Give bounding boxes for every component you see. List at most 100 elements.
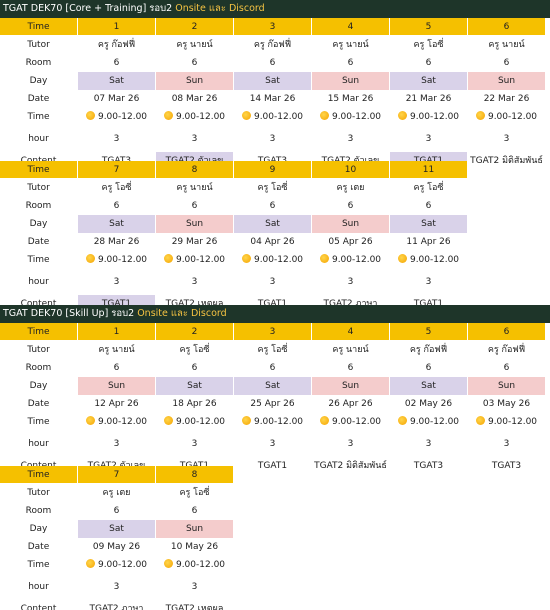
session-day-cell: Sat (78, 72, 156, 90)
session-tutor-cell: ครู นายน์ (156, 36, 234, 54)
session-hour-cell: 3 (312, 273, 390, 291)
row-label: Day (0, 72, 78, 90)
row-label: Room (0, 359, 78, 377)
session-time2-cell: 9.00-12.00 (156, 556, 234, 574)
sun-icon (475, 416, 485, 425)
row-label: Date (0, 538, 78, 556)
row-label: Room (0, 54, 78, 72)
sun-icon (85, 559, 95, 568)
session-room-cell: 6 (390, 54, 468, 72)
session-day-cell: Sun (156, 72, 234, 90)
session-content-cell: TGAT2 เหตุผล (156, 295, 234, 313)
session-day-cell: Sun (468, 72, 546, 90)
session-date-cell: 11 Apr 26 (390, 233, 468, 251)
row-hour: hour 3 3 3 3 3 3 (0, 130, 546, 148)
session-day-cell: Sun (468, 377, 546, 395)
session-date-cell: 09 May 26 (78, 538, 156, 556)
session-hour-cell: 3 (234, 435, 312, 453)
session-tutor-cell: ครู โอซี่ (156, 341, 234, 359)
session-time-cell: 4 (312, 18, 390, 36)
row-label: Room (0, 197, 78, 215)
session-room-cell: 6 (312, 54, 390, 72)
session-time2-cell: 9.00-12.00 (312, 108, 390, 126)
session-date-cell: 18 Apr 26 (156, 395, 234, 413)
session-time-cell: 7 (78, 466, 156, 484)
session-day-cell: Sat (234, 72, 312, 90)
session-time-text: 9.00-12.00 (175, 255, 226, 265)
row-label: Day (0, 215, 78, 233)
sun-icon (163, 254, 173, 263)
row-label: Time (0, 323, 78, 341)
session-room-cell: 6 (234, 197, 312, 215)
row-label: Time (0, 556, 78, 574)
session-content-cell: TGAT3 (390, 457, 468, 475)
session-content-cell: TGAT2 มิติสัมพันธ์ (468, 152, 546, 170)
session-hour-cell: 3 (78, 435, 156, 453)
section-title-accent: Onsite และ Discord (175, 3, 265, 14)
session-time-cell: 10 (312, 161, 390, 179)
session-time-cell: 8 (156, 466, 234, 484)
row-tutor: Tutor ครู เตย ครู โอซี่ (0, 484, 234, 502)
row-time2: Time 9.00-12.00 9.00-12.00 9.00-12.00 9.00-1… (0, 251, 468, 269)
section-banner: TGAT DEK70 [Core + Training] รอบ2 Onsite… (0, 0, 550, 18)
row-date: Date 07 Mar 26 08 Mar 26 14 Mar 26 15 Mar 26… (0, 90, 546, 108)
session-day-cell: Sat (390, 72, 468, 90)
session-room-cell: 6 (78, 197, 156, 215)
session-time-text: 9.00-12.00 (409, 112, 460, 122)
session-content-cell: TGAT2 ภาษา (312, 295, 390, 313)
row-label: Time (0, 251, 78, 269)
row-content: Content TGAT2 ภาษา TGAT2 เหตุผล (0, 600, 234, 610)
session-time-text: 9.00-12.00 (487, 417, 538, 427)
session-hour-cell: 3 (156, 578, 234, 596)
session-room-cell: 6 (390, 197, 468, 215)
row-label: Time (0, 18, 78, 36)
row-time2: Time 9.00-12.00 9.00-12.00 9.00-12.00 9.00-1… (0, 413, 546, 431)
session-time-text: 9.00-12.00 (253, 417, 304, 427)
session-tutor-cell: ครู นายน์ (312, 36, 390, 54)
session-hour-cell: 3 (156, 435, 234, 453)
session-time-cell: 5 (390, 323, 468, 341)
row-tutor: Tutor ครู ก๊อฟฟี่ ครู นายน์ ครู ก๊อฟฟี่ ครู … (0, 36, 546, 54)
section-title: TGAT DEK70 [Skill Up] รอบ2 (3, 308, 138, 319)
session-tutor-cell: ครู โอซี่ (390, 179, 468, 197)
session-hour-cell: 3 (78, 273, 156, 291)
session-room-cell: 6 (390, 359, 468, 377)
row-hour: hour 3 3 (0, 578, 234, 596)
session-date-cell: 08 Mar 26 (156, 90, 234, 108)
sun-icon (397, 111, 407, 120)
session-time2-cell: 9.00-12.00 (78, 413, 156, 431)
session-day-cell: Sat (390, 215, 468, 233)
row-date: Date 28 Mar 26 29 Mar 26 04 Apr 26 05 Apr 26… (0, 233, 468, 251)
session-hour-cell: 3 (390, 435, 468, 453)
session-content-cell: TGAT3 (468, 457, 546, 475)
session-day-cell: Sat (234, 377, 312, 395)
row-label: hour (0, 273, 78, 291)
session-room-cell: 6 (78, 54, 156, 72)
session-tutor-cell: ครู นายน์ (468, 36, 546, 54)
session-time2-cell: 9.00-12.00 (78, 556, 156, 574)
session-tutor-cell: ครู เตย (78, 484, 156, 502)
row-label: hour (0, 578, 78, 596)
session-time-text: 9.00-12.00 (175, 417, 226, 427)
session-time2-cell: 9.00-12.00 (468, 413, 546, 431)
session-date-cell: 03 May 26 (468, 395, 546, 413)
session-time-text: 9.00-12.00 (97, 112, 148, 122)
session-time2-cell: 9.00-12.00 (390, 251, 468, 269)
session-time-cell: 11 (390, 161, 468, 179)
session-tutor-cell: ครู นายน์ (78, 341, 156, 359)
session-day-cell: Sun (156, 520, 234, 538)
session-date-cell: 14 Mar 26 (234, 90, 312, 108)
session-content-cell: TGAT1 (390, 295, 468, 313)
row-day: Day Sat Sun Sat Sun Sat (0, 215, 468, 233)
session-date-cell: 21 Mar 26 (390, 90, 468, 108)
session-time2-cell: 9.00-12.00 (312, 413, 390, 431)
session-day-cell: Sat (234, 215, 312, 233)
row-label: Time (0, 466, 78, 484)
session-date-cell: 25 Apr 26 (234, 395, 312, 413)
session-time-text: 9.00-12.00 (331, 417, 382, 427)
session-room-cell: 6 (156, 197, 234, 215)
session-day-cell: Sat (78, 215, 156, 233)
row-label: Content (0, 295, 78, 313)
session-date-cell: 15 Mar 26 (312, 90, 390, 108)
row-label: Time (0, 161, 78, 179)
